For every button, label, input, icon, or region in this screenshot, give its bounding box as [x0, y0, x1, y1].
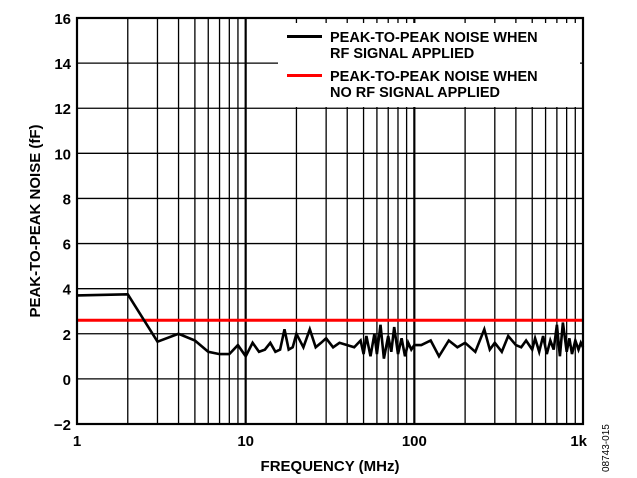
y-tick-label: 6 [63, 237, 71, 254]
y-tick-label: 4 [63, 282, 72, 299]
y-tick-label: 10 [54, 146, 71, 163]
y-axis-ticks: −2 0 2 4 6 8 10 12 14 16 [54, 11, 72, 434]
legend-label-rf-applied-line1: PEAK-TO-PEAK NOISE WHEN [330, 30, 538, 46]
series-line [76, 292, 585, 359]
y-tick-label: 14 [54, 56, 71, 73]
y-tick-label: 0 [63, 372, 71, 389]
y-tick-label: 12 [54, 101, 71, 118]
x-tick-label: 10 [237, 433, 254, 450]
x-tick-label: 1 [73, 433, 81, 450]
y-tick-label: 2 [63, 327, 71, 344]
y-tick-label: 8 [63, 191, 71, 208]
data-series [76, 292, 585, 359]
x-axis-title: FREQUENCY (MHz) [261, 458, 400, 475]
plot-frame [75, 16, 585, 426]
x-axis-ticks: 1 10 100 1k [73, 433, 588, 450]
y-axis-title: PEAK-TO-PEAK NOISE (fF) [27, 124, 44, 317]
legend: PEAK-TO-PEAK NOISE WHEN RF SIGNAL APPLIE… [278, 23, 580, 107]
legend-label-no-rf-line2: NO RF SIGNAL APPLIED [330, 85, 500, 101]
grid-lines [77, 17, 583, 425]
legend-label-no-rf-line1: PEAK-TO-PEAK NOISE WHEN [330, 69, 538, 85]
figure-id: 08743-015 [601, 424, 612, 472]
x-tick-label: 1k [570, 433, 587, 450]
y-tick-label: −2 [54, 417, 71, 434]
x-tick-label: 100 [402, 433, 427, 450]
legend-label-rf-applied-line2: RF SIGNAL APPLIED [330, 46, 474, 62]
legend-box [278, 23, 580, 107]
y-tick-label: 16 [54, 11, 71, 28]
